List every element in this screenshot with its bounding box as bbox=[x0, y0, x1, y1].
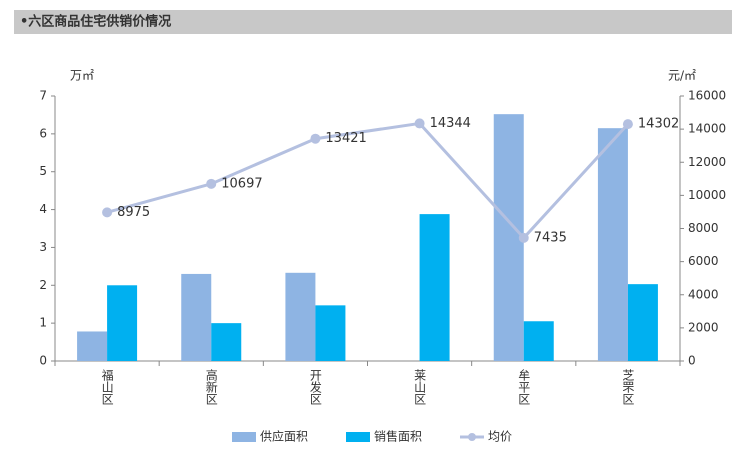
x-tick-label: 福山区 bbox=[100, 368, 114, 405]
x-tick-label: 芝罘区 bbox=[621, 368, 635, 405]
data-label: 7435 bbox=[534, 230, 567, 245]
legend-swatch bbox=[346, 432, 370, 442]
bar bbox=[627, 284, 658, 361]
line-marker bbox=[518, 232, 529, 243]
y-tick-label: 0 bbox=[39, 354, 47, 368]
chart-title: •六区商品住宅供销价情况 bbox=[20, 14, 171, 30]
y2-tick-label: 0 bbox=[688, 354, 696, 368]
x-tick-label: 莱山区 bbox=[413, 369, 427, 405]
y2-axis-unit: 元/㎡ bbox=[668, 69, 696, 83]
bar bbox=[493, 114, 524, 362]
y-tick-label: 3 bbox=[39, 240, 47, 254]
legend-label: 均价 bbox=[488, 430, 512, 444]
y2-tick-label: 8000 bbox=[688, 221, 719, 235]
y2-tick-label: 4000 bbox=[688, 287, 719, 301]
y2-tick-label: 12000 bbox=[688, 155, 726, 169]
legend-swatch bbox=[232, 432, 256, 442]
bar bbox=[419, 214, 450, 361]
y-tick-label: 6 bbox=[39, 126, 47, 140]
y2-tick-label: 2000 bbox=[688, 320, 719, 334]
line-marker bbox=[206, 178, 217, 189]
data-label: 8975 bbox=[117, 205, 150, 220]
data-label: 10697 bbox=[221, 176, 262, 191]
line-marker bbox=[622, 119, 633, 130]
y-tick-label: 4 bbox=[39, 202, 47, 216]
y-axis-unit: 万㎡ bbox=[70, 69, 94, 83]
bar bbox=[77, 331, 108, 361]
legend-swatch bbox=[468, 433, 476, 441]
y-tick-label: 1 bbox=[39, 316, 47, 330]
bar bbox=[315, 305, 346, 361]
y2-tick-label: 16000 bbox=[688, 89, 726, 103]
line bbox=[106, 121, 630, 241]
bar bbox=[523, 321, 554, 361]
legend-label: 销售面积 bbox=[374, 429, 422, 444]
data-label: 14344 bbox=[430, 116, 471, 131]
bar bbox=[285, 272, 316, 361]
y2-tick-label: 14000 bbox=[688, 122, 726, 136]
y2-tick-label: 10000 bbox=[688, 188, 726, 202]
bar bbox=[211, 323, 242, 361]
y2-tick-label: 6000 bbox=[688, 254, 719, 268]
line-marker bbox=[414, 118, 425, 129]
y-tick-label: 2 bbox=[39, 278, 47, 292]
data-label: 14302 bbox=[638, 117, 679, 132]
y-tick-label: 5 bbox=[39, 164, 47, 178]
line-marker bbox=[310, 133, 321, 144]
bar bbox=[597, 128, 628, 361]
y-tick-label: 7 bbox=[39, 89, 47, 103]
legend-label: 供应面积 bbox=[260, 429, 308, 444]
x-tick-label: 开发区 bbox=[308, 369, 322, 405]
data-label: 13421 bbox=[325, 131, 366, 146]
bar bbox=[107, 285, 138, 361]
x-tick-label: 高新区 bbox=[204, 368, 218, 405]
bar bbox=[181, 273, 212, 361]
line-marker bbox=[102, 207, 113, 218]
x-tick-label: 牟平区 bbox=[517, 368, 531, 405]
header-bar bbox=[14, 10, 732, 34]
